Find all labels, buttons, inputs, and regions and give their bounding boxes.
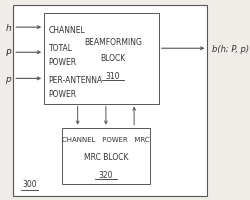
Text: h: h: [5, 24, 11, 32]
FancyBboxPatch shape: [13, 6, 207, 196]
Text: POWER: POWER: [48, 58, 77, 67]
Text: POWER: POWER: [48, 90, 77, 99]
Text: 320: 320: [99, 170, 113, 179]
Text: PER-ANTENNA: PER-ANTENNA: [48, 76, 103, 85]
FancyBboxPatch shape: [62, 128, 150, 184]
Text: BLOCK: BLOCK: [100, 54, 126, 63]
Text: CHANNEL   POWER   MRC: CHANNEL POWER MRC: [62, 136, 150, 142]
Text: MRC BLOCK: MRC BLOCK: [84, 152, 128, 161]
FancyBboxPatch shape: [44, 14, 159, 104]
Text: TOTAL: TOTAL: [48, 44, 72, 53]
Text: CHANNEL: CHANNEL: [48, 26, 85, 35]
Text: 310: 310: [106, 72, 120, 81]
Text: b(h; P, p): b(h; P, p): [212, 45, 249, 53]
Text: 300: 300: [22, 179, 37, 188]
Text: p: p: [5, 75, 11, 83]
Text: P: P: [6, 49, 11, 57]
Text: BEAMFORMING: BEAMFORMING: [84, 38, 142, 47]
